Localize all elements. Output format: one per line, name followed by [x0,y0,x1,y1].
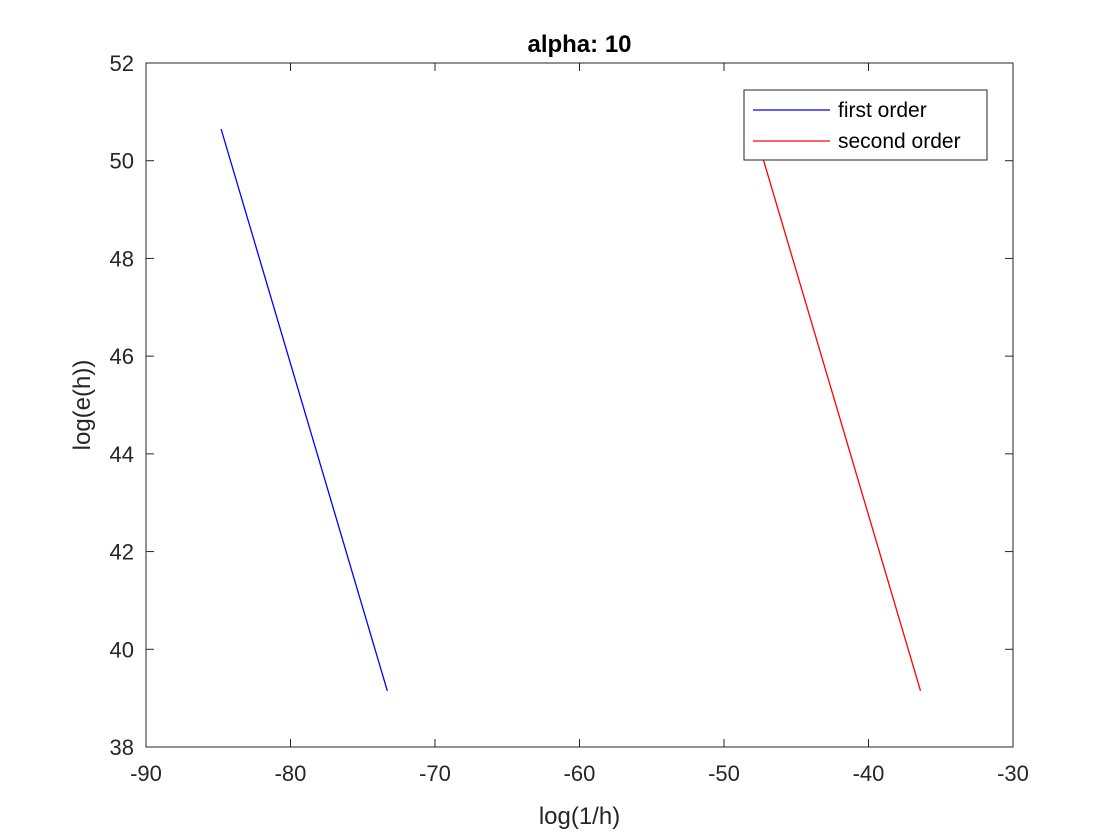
x-axis-label: log(1/h) [539,803,620,830]
x-tick-label: -80 [275,761,307,786]
y-tick-label: 42 [110,540,134,565]
y-axis-label: log(e(h)) [69,360,96,451]
legend: first order second order [743,89,988,161]
y-tick-label: 50 [110,149,134,174]
chart-title: alpha: 10 [527,31,631,58]
x-tick-label: -30 [997,761,1029,786]
x-tick-label: -70 [419,761,451,786]
y-tick-label: 48 [110,246,134,271]
y-tick-label: 38 [110,735,134,760]
y-tick-label: 40 [110,637,134,662]
x-tick-label: -60 [564,761,596,786]
series-line-1 [220,128,388,691]
y-tick-label: 44 [110,442,134,467]
x-tick-label: -50 [708,761,740,786]
y-tick-label: 46 [110,344,134,369]
legend-box [743,89,988,161]
legend-entry-2: second order [838,130,961,153]
series-line-2 [753,128,922,691]
series-layer [220,128,922,691]
x-tick-label: -90 [130,761,162,786]
ticks-layer: -90 -80 -70 -60 -50 -40 -30 38 40 42 44 46 48 50 52 [110,51,1029,786]
axes-box [145,62,1014,748]
plot-area [146,63,1013,747]
y-tick-label: 52 [110,51,134,76]
x-tick-label: -40 [853,761,885,786]
legend-entry-1: first order [838,99,927,122]
